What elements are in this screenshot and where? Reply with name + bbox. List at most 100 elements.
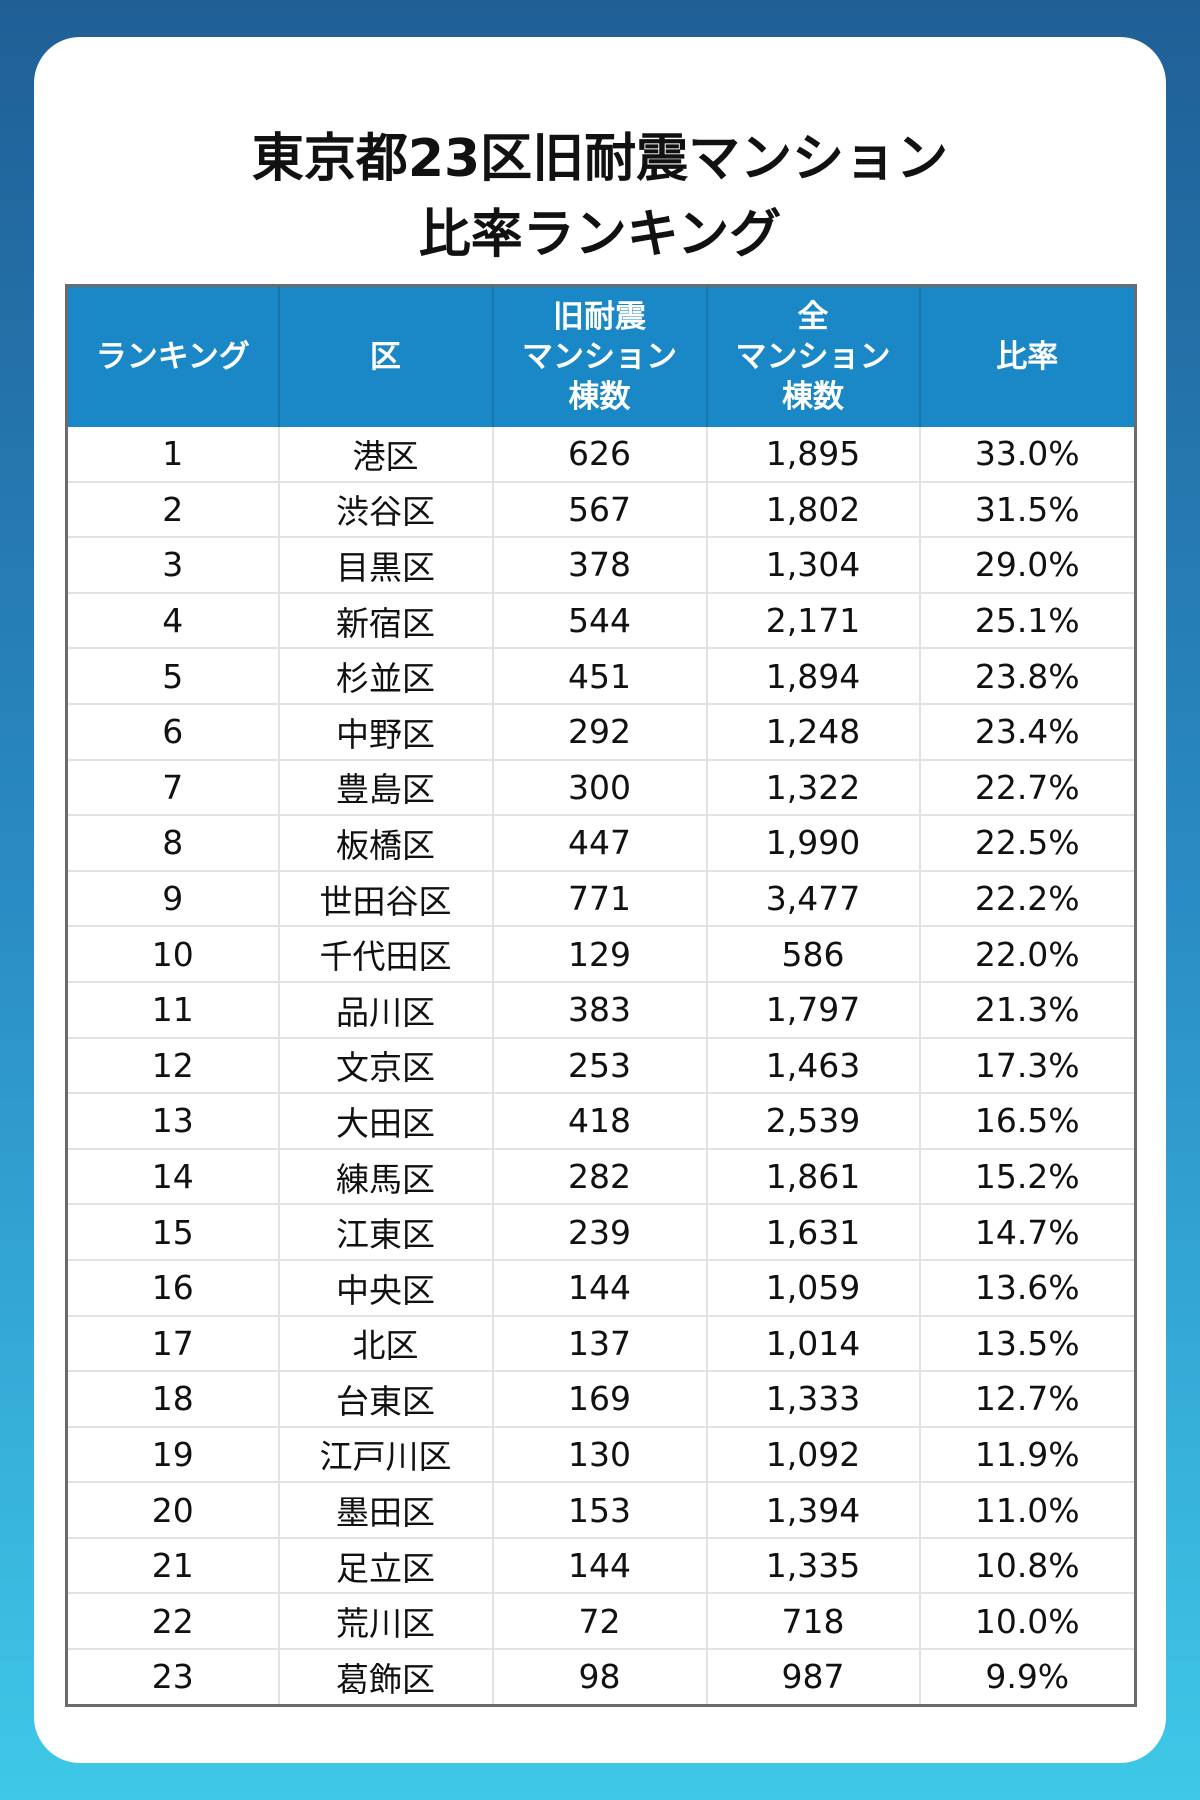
table-cell: 544 bbox=[492, 592, 708, 650]
table-cell: 21 bbox=[66, 1537, 280, 1595]
table-cell: 239 bbox=[492, 1204, 708, 1261]
table-row: 18 台東区 169 1,333 12.7% bbox=[66, 1371, 1136, 1428]
table-cell: 1,322 bbox=[706, 759, 921, 817]
table-row: 8 板橋区 447 1,990 22.5% bbox=[66, 815, 1136, 872]
table-cell: 1,394 bbox=[706, 1482, 921, 1539]
table-cell: 153 bbox=[492, 1482, 708, 1539]
table-cell: 23 bbox=[66, 1649, 280, 1707]
table-row: 20 墨田区 153 1,394 11.0% bbox=[66, 1482, 1136, 1539]
table-cell: 11 bbox=[66, 981, 280, 1039]
table-cell: 15.2% bbox=[919, 1148, 1136, 1206]
table-cell: 22.7% bbox=[919, 759, 1136, 817]
table-cell: 15 bbox=[66, 1204, 280, 1261]
table-cell: 港区 bbox=[278, 427, 494, 483]
table-cell: 10 bbox=[66, 926, 280, 983]
table-cell: 新宿区 bbox=[278, 592, 494, 650]
ranking-table: ランキング区旧耐震 マンション 棟数全マンション 棟数 比率 1 港区 626 1,895 33… bbox=[65, 284, 1137, 1707]
table-cell: 世田谷区 bbox=[278, 870, 494, 928]
table-cell: 1,335 bbox=[706, 1537, 921, 1595]
table-cell: 1,895 bbox=[706, 427, 921, 483]
table-cell: 1,631 bbox=[706, 1204, 921, 1261]
header-text: マンション bbox=[522, 339, 677, 375]
table-cell: 300 bbox=[492, 759, 708, 817]
header-text: 棟数 bbox=[782, 379, 844, 415]
table-cell: 586 bbox=[706, 926, 921, 983]
table-cell: 33.0% bbox=[919, 427, 1136, 483]
table-cell: 18 bbox=[66, 1371, 280, 1428]
table-cell: 11.0% bbox=[919, 1482, 1136, 1539]
table-cell: 130 bbox=[492, 1426, 708, 1484]
table-cell: 北区 bbox=[278, 1315, 494, 1373]
table-cell: 22 bbox=[66, 1593, 280, 1651]
table-cell: 1,990 bbox=[706, 815, 921, 872]
header-text: ランキング bbox=[95, 339, 250, 375]
table-cell: 1,092 bbox=[706, 1426, 921, 1484]
table-cell: 16 bbox=[66, 1259, 280, 1317]
table-cell: 567 bbox=[492, 481, 708, 539]
table-cell: 3,477 bbox=[706, 870, 921, 928]
table-cell: 253 bbox=[492, 1037, 708, 1095]
table-row: 15 江東区 239 1,631 14.7% bbox=[66, 1204, 1136, 1261]
table-cell: 137 bbox=[492, 1315, 708, 1373]
table-cell: 129 bbox=[492, 926, 708, 983]
table-row: 14 練馬区 282 1,861 15.2% bbox=[66, 1148, 1136, 1206]
table-cell: 144 bbox=[492, 1537, 708, 1595]
table-cell: 451 bbox=[492, 648, 708, 705]
table-cell: 2 bbox=[66, 481, 280, 539]
table-cell: 板橋区 bbox=[278, 815, 494, 872]
table-cell: 練馬区 bbox=[278, 1148, 494, 1206]
header-text: マンション bbox=[735, 339, 891, 375]
table-cell: 144 bbox=[492, 1259, 708, 1317]
table-row: 22 荒川区 72 718 10.0% bbox=[66, 1593, 1136, 1651]
table-cell: 8 bbox=[66, 815, 280, 872]
table-row: 21 足立区 144 1,335 10.8% bbox=[66, 1537, 1136, 1595]
table-cell: 7 bbox=[66, 759, 280, 817]
table-cell: 31.5% bbox=[919, 481, 1136, 539]
header-cell: 区 bbox=[278, 285, 494, 427]
table-cell: 282 bbox=[492, 1148, 708, 1206]
table-cell: 大田区 bbox=[278, 1093, 494, 1150]
header-text: 旧耐震 bbox=[553, 299, 646, 335]
table-cell: 台東区 bbox=[278, 1371, 494, 1428]
header-text: 比率 bbox=[996, 339, 1059, 375]
table-row: 5 杉並区 451 1,894 23.8% bbox=[66, 648, 1136, 705]
table-cell: 447 bbox=[492, 815, 708, 872]
table-cell: 1,059 bbox=[706, 1259, 921, 1317]
table-cell: 10.8% bbox=[919, 1537, 1136, 1595]
table-cell: 10.0% bbox=[919, 1593, 1136, 1651]
table-cell: 292 bbox=[492, 703, 708, 761]
table-cell: 22.2% bbox=[919, 870, 1136, 928]
table-cell: 杉並区 bbox=[278, 648, 494, 705]
table-cell: 11.9% bbox=[919, 1426, 1136, 1484]
table-cell: 22.5% bbox=[919, 815, 1136, 872]
table-row: 1 港区 626 1,895 33.0% bbox=[66, 427, 1136, 483]
table-cell: 22.0% bbox=[919, 926, 1136, 983]
table-cell: 1,248 bbox=[706, 703, 921, 761]
table-cell: 14.7% bbox=[919, 1204, 1136, 1261]
table-cell: 2,171 bbox=[706, 592, 921, 650]
title: 東京都23区旧耐震マンション 比率ランキング bbox=[34, 121, 1166, 273]
header-cell: 全マンション 棟数 bbox=[706, 285, 921, 427]
table-cell: 13.5% bbox=[919, 1315, 1136, 1373]
header-cell: 旧耐震 マンション 棟数 bbox=[492, 285, 708, 427]
table-cell: 1,463 bbox=[706, 1037, 921, 1095]
table-cell: 江戸川区 bbox=[278, 1426, 494, 1484]
table-cell: 1,304 bbox=[706, 537, 921, 594]
table-cell: 12 bbox=[66, 1037, 280, 1095]
table-cell: 29.0% bbox=[919, 537, 1136, 594]
table-cell: 足立区 bbox=[278, 1537, 494, 1595]
table-cell: 626 bbox=[492, 427, 708, 483]
table-cell: 豊島区 bbox=[278, 759, 494, 817]
header-cell: 比率 bbox=[919, 285, 1136, 427]
table-cell: 品川区 bbox=[278, 981, 494, 1039]
table-row: 9 世田谷区 771 3,477 22.2% bbox=[66, 870, 1136, 928]
table-cell: 中野区 bbox=[278, 703, 494, 761]
table-cell: 6 bbox=[66, 703, 280, 761]
table-cell: 23.8% bbox=[919, 648, 1136, 705]
table-cell: 荒川区 bbox=[278, 1593, 494, 1651]
table-cell: 1,333 bbox=[706, 1371, 921, 1428]
header-cell: ランキング bbox=[66, 285, 280, 427]
table-row: 17 北区 137 1,014 13.5% bbox=[66, 1315, 1136, 1373]
header-text: 全 bbox=[797, 299, 829, 335]
table-cell: 98 bbox=[492, 1649, 708, 1707]
